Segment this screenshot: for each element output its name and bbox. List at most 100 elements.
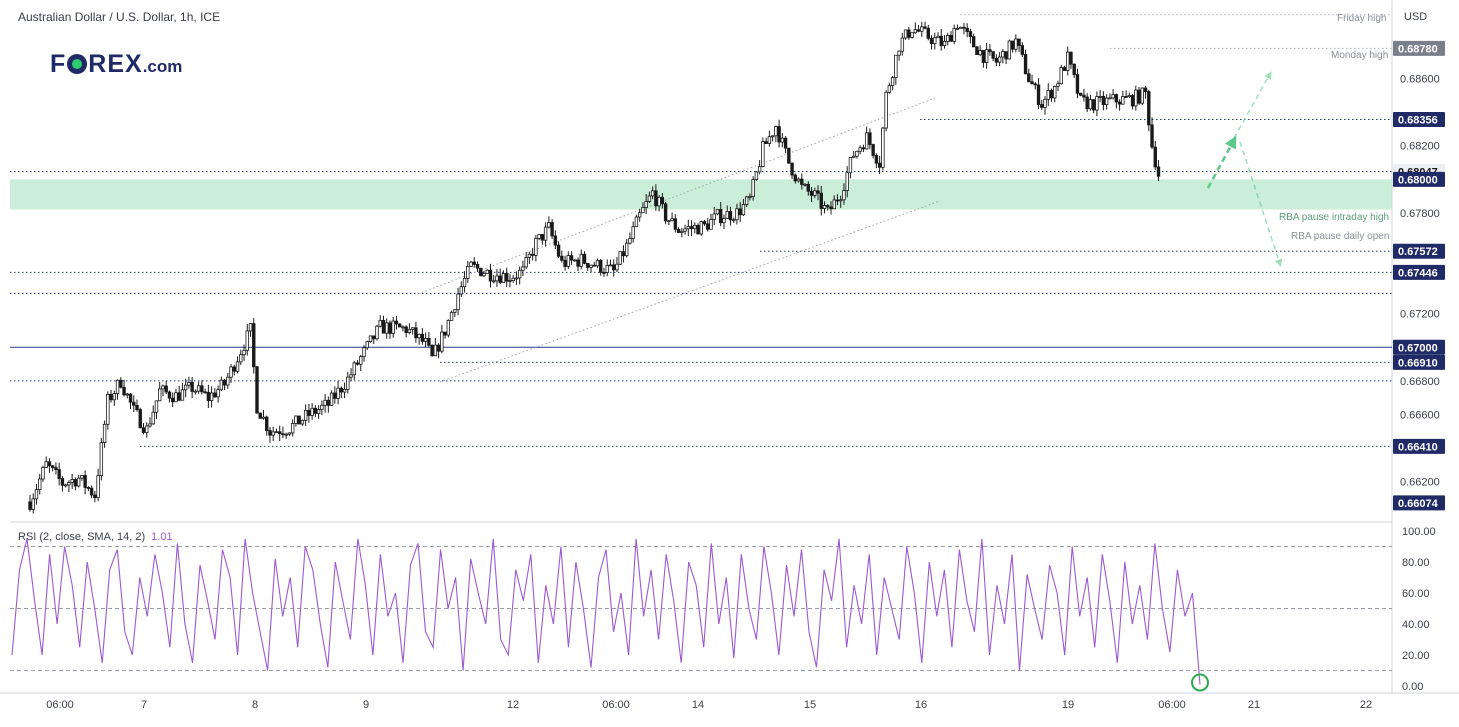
candle-body bbox=[475, 263, 480, 269]
candle-body bbox=[605, 264, 609, 273]
candle-body bbox=[359, 356, 363, 365]
time-tick-label: 7 bbox=[141, 699, 147, 711]
time-tick-label: 9 bbox=[363, 699, 369, 711]
candle-body bbox=[602, 272, 606, 274]
candle-body bbox=[459, 286, 463, 295]
candle-body bbox=[527, 253, 532, 258]
candle-body bbox=[920, 26, 924, 32]
candle-body bbox=[1130, 95, 1135, 107]
candle-body bbox=[427, 338, 431, 346]
candle-body bbox=[511, 277, 515, 281]
candle-body bbox=[813, 190, 817, 196]
rsi-tick-label: 0.00 bbox=[1402, 681, 1423, 693]
candle-body bbox=[660, 196, 665, 205]
candle-body bbox=[871, 144, 875, 156]
candle-body bbox=[492, 280, 496, 283]
candle-body bbox=[962, 26, 966, 29]
channel-lower-line bbox=[439, 200, 941, 383]
price-tick-label: 0.67800 bbox=[1400, 208, 1440, 220]
candle-body bbox=[388, 322, 392, 334]
candle-body bbox=[102, 423, 107, 444]
candle-body bbox=[196, 385, 201, 392]
candle-body bbox=[213, 392, 217, 398]
candle-body bbox=[803, 183, 807, 186]
symbol-title: Australian Dollar / U.S. Dollar, 1h, ICE bbox=[18, 10, 221, 24]
candle-body bbox=[1127, 95, 1132, 98]
candle-body bbox=[216, 389, 220, 398]
candle-body bbox=[436, 344, 441, 352]
candle-body bbox=[621, 251, 626, 257]
candle-body bbox=[894, 54, 898, 79]
candle-body bbox=[44, 461, 48, 468]
candlestick-series bbox=[28, 21, 1161, 514]
candle-body bbox=[469, 261, 473, 267]
candle-body bbox=[984, 49, 989, 63]
price-tick-label: 0.67200 bbox=[1400, 309, 1440, 321]
candle-body bbox=[1033, 83, 1037, 86]
candle-body bbox=[524, 257, 528, 268]
candle-body bbox=[248, 323, 253, 332]
candle-body bbox=[423, 338, 428, 342]
candle-body bbox=[676, 228, 681, 233]
candle-body bbox=[1150, 124, 1154, 148]
candle-body bbox=[417, 333, 421, 339]
rsi-oversold-circle bbox=[1191, 673, 1209, 692]
candle-body bbox=[994, 57, 999, 63]
candle-body bbox=[407, 328, 412, 333]
candle-body bbox=[1040, 104, 1044, 108]
candle-body bbox=[28, 501, 32, 510]
candle-body bbox=[258, 412, 262, 419]
candle-body bbox=[663, 203, 668, 222]
candle-body bbox=[890, 77, 895, 87]
logo-o-icon bbox=[67, 54, 88, 74]
candle-body bbox=[978, 50, 982, 56]
candle-body bbox=[942, 40, 947, 47]
candle-body bbox=[845, 172, 849, 191]
price-tag-label: 0.66074 bbox=[1398, 498, 1439, 510]
candle-body bbox=[1140, 87, 1144, 104]
candle-body bbox=[368, 335, 373, 343]
candle-body bbox=[265, 416, 269, 431]
price-tag-box bbox=[1393, 40, 1445, 56]
candle-body bbox=[868, 132, 872, 145]
candle-body bbox=[550, 222, 554, 237]
candle-body bbox=[222, 379, 227, 386]
candle-body bbox=[1027, 73, 1031, 83]
candle-body bbox=[508, 280, 512, 282]
candle-body bbox=[997, 56, 1002, 63]
candle-body bbox=[738, 208, 742, 216]
candle-body bbox=[732, 219, 736, 222]
candle-body bbox=[333, 392, 337, 399]
candle-body bbox=[316, 409, 321, 414]
candle-body bbox=[485, 269, 489, 274]
price-tick-label: 0.66800 bbox=[1400, 376, 1440, 388]
candle-body bbox=[657, 196, 661, 207]
candle-body bbox=[569, 255, 574, 261]
candle-body bbox=[1137, 89, 1141, 104]
candle-body bbox=[971, 36, 976, 48]
candle-body bbox=[362, 347, 366, 357]
candle-body bbox=[271, 431, 275, 436]
candle-body bbox=[232, 366, 236, 372]
candle-body bbox=[680, 230, 684, 233]
candle-body bbox=[712, 213, 716, 220]
price-tag-label: 0.67000 bbox=[1398, 342, 1438, 354]
candle-body bbox=[148, 423, 152, 427]
candle-body bbox=[54, 467, 58, 470]
candle-body bbox=[1046, 90, 1050, 100]
candle-body bbox=[936, 35, 940, 39]
candle-body bbox=[1056, 83, 1060, 87]
candle-body bbox=[86, 487, 91, 489]
candle-body bbox=[1078, 92, 1083, 96]
candle-body bbox=[612, 264, 616, 271]
candle-body bbox=[1082, 94, 1086, 98]
time-tick-label: 06:00 bbox=[602, 699, 630, 711]
candle-body bbox=[1066, 51, 1070, 71]
candle-body bbox=[1062, 67, 1067, 71]
rsi-tick-label: 80.00 bbox=[1402, 557, 1430, 569]
time-tick-label: 15 bbox=[804, 699, 816, 711]
candle-body bbox=[34, 489, 39, 500]
candle-body bbox=[183, 384, 188, 391]
candle-body bbox=[235, 361, 240, 372]
